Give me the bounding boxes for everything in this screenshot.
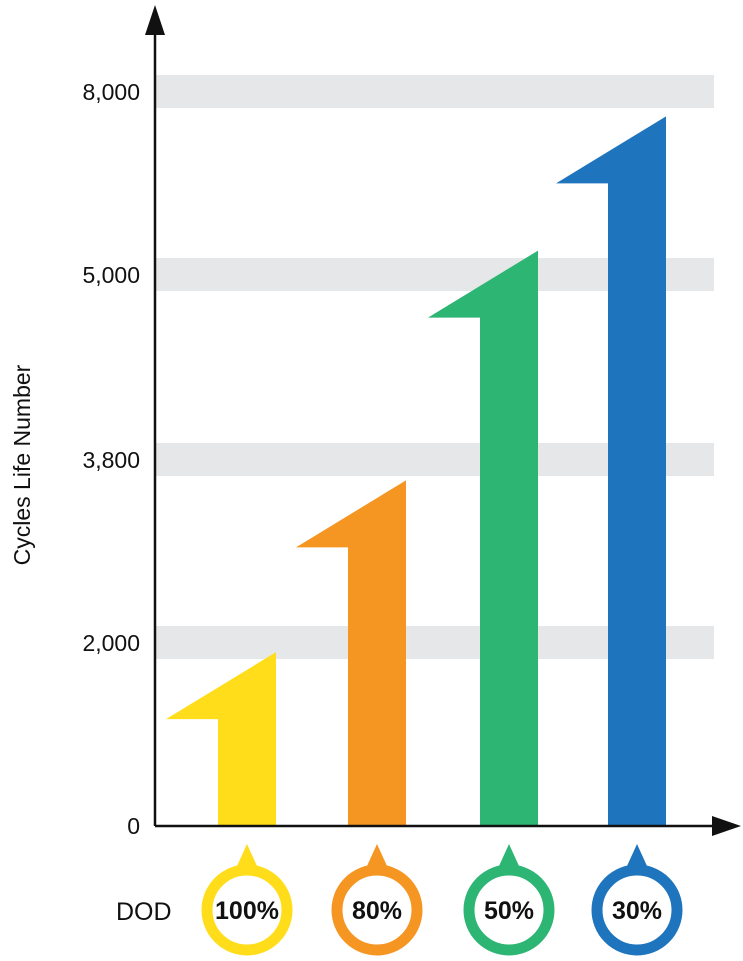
- bar-50-percent: [428, 250, 538, 827]
- y-tick-label: 2,000: [82, 630, 140, 656]
- badge-label: 30%: [612, 897, 662, 925]
- bar-30-percent: [556, 116, 666, 826]
- badge-ring: [591, 864, 683, 956]
- badge-label: 100%: [215, 897, 279, 925]
- y-tick-label: 8,000: [82, 79, 140, 105]
- badge-label: 50%: [484, 897, 534, 925]
- dod-badge: 80%: [331, 844, 423, 956]
- y-tick-label: 5,000: [82, 262, 140, 288]
- bar-100-percent: [166, 652, 276, 826]
- badge-label: 80%: [352, 897, 402, 925]
- y-axis-title: Cycles Life Number: [9, 364, 35, 565]
- axes: [145, 5, 741, 836]
- x-axis-title: DOD: [116, 898, 172, 926]
- dod-badge: 100%: [201, 844, 293, 956]
- bars: [166, 116, 666, 827]
- y-tick-label: 3,800: [82, 447, 140, 473]
- badge-pointer-icon: [627, 844, 647, 866]
- badge-ring: [331, 864, 423, 956]
- badge-ring: [201, 864, 293, 956]
- y-axis-ticks: 0 2,000 3,800 5,000 8,000: [82, 79, 140, 839]
- dod-badge: 50%: [463, 844, 555, 956]
- bar-80-percent: [296, 480, 406, 826]
- grid-band: [155, 75, 714, 108]
- badge-pointer-icon: [237, 844, 257, 866]
- badge-ring: [463, 864, 555, 956]
- x-axis-arrow-icon: [712, 816, 741, 836]
- badge-pointer-icon: [367, 844, 387, 866]
- dod-badge: 30%: [591, 844, 683, 956]
- dod-badges: 100% 80% 50% 30%: [201, 844, 683, 956]
- y-tick-label: 0: [127, 813, 140, 839]
- y-axis-arrow-icon: [145, 5, 165, 35]
- badge-pointer-icon: [499, 844, 519, 866]
